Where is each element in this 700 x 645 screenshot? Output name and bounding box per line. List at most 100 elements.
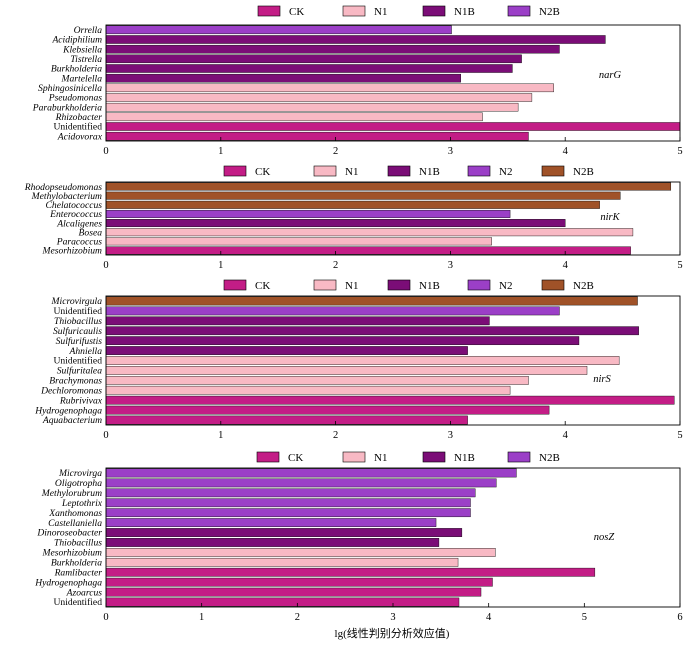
x-tick-label: 0 <box>103 146 108 157</box>
bar <box>105 200 600 209</box>
bar <box>105 336 580 346</box>
bar <box>105 191 621 200</box>
bar <box>105 316 490 326</box>
category-label: Hydrogenophaga <box>34 577 102 588</box>
x-tick-label: 3 <box>390 612 395 623</box>
legend-label-n1: N1 <box>345 166 358 178</box>
legend-label-n1b: N1B <box>454 452 475 464</box>
category-label: Acidiphilium <box>51 35 102 46</box>
legend-swatch-n1b <box>422 5 446 17</box>
category-label: Pseudomonas <box>48 93 103 104</box>
bar <box>105 557 459 567</box>
bar <box>105 102 519 112</box>
category-label: Sphingosinicella <box>38 83 102 94</box>
bar <box>105 209 511 218</box>
gene-label: nirS <box>593 374 611 385</box>
category-label: Acidovorax <box>57 131 103 142</box>
bar <box>105 577 493 587</box>
x-tick-label: 1 <box>199 612 204 623</box>
category-label: Burkholderia <box>51 558 102 569</box>
gene-label: narG <box>599 70 622 81</box>
legend-swatch-n1b <box>422 451 446 463</box>
legend-swatch-n2b <box>541 279 565 291</box>
x-tick-label: 2 <box>333 260 338 271</box>
bar <box>105 508 471 518</box>
x-tick-label: 1 <box>218 260 223 271</box>
category-label: Tistrella <box>70 54 102 65</box>
x-tick-label: 2 <box>333 146 338 157</box>
category-label: Bosea <box>79 227 103 238</box>
bar <box>105 366 588 375</box>
legend-swatch-n1 <box>313 165 337 177</box>
legend-swatch-ck <box>223 165 247 177</box>
x-tick-label: 3 <box>448 260 453 271</box>
category-label: Paracoccus <box>56 237 103 248</box>
category-label: Rhodopseudomonas <box>24 182 103 193</box>
bar <box>105 356 620 365</box>
bar <box>105 567 596 577</box>
x-tick-label: 4 <box>563 146 569 157</box>
legend-swatch-ck <box>256 451 280 463</box>
bar <box>105 478 497 488</box>
x-tick-label: 0 <box>103 260 108 271</box>
panel-nosZ: CK N1 N1B N2B MicrovirgaOligotrophaMethyloru… <box>34 451 683 623</box>
bar <box>105 528 463 537</box>
legend-swatch-n2 <box>467 279 491 291</box>
category-label: Aquabacterium <box>42 415 102 426</box>
category-label: Unidentified <box>54 122 103 133</box>
category-label: Mesorhizobium <box>41 548 102 559</box>
category-label: Thiobacillus <box>54 538 102 549</box>
bar <box>105 468 517 478</box>
legend-swatch-n2b <box>541 165 565 177</box>
bar <box>105 306 560 316</box>
category-label: Rubrivivax <box>59 395 103 406</box>
x-tick-label: 0 <box>103 612 108 623</box>
category-label: Dinoroseobacter <box>36 528 102 539</box>
bar <box>105 538 440 547</box>
plot-frame <box>105 24 681 142</box>
legend-swatch-n1b <box>387 279 411 291</box>
x-tick-label: 4 <box>486 612 492 623</box>
x-tick-label: 0 <box>103 430 108 441</box>
category-label: Hydrogenophaga <box>34 405 102 416</box>
category-label: Burkholderia <box>51 64 102 75</box>
bar <box>105 228 634 237</box>
legend-swatch-n1 <box>342 451 366 463</box>
bar <box>105 35 606 44</box>
category-label: Paraburkholderia <box>32 102 102 113</box>
x-tick-label: 5 <box>677 146 682 157</box>
legend-label-n1b: N1B <box>454 6 475 18</box>
legend-label-n1: N1 <box>345 280 358 292</box>
bar <box>105 219 566 228</box>
bar <box>105 488 476 498</box>
x-tick-label: 3 <box>448 430 453 441</box>
bar <box>105 548 496 557</box>
bar <box>105 326 639 336</box>
bar <box>105 131 529 141</box>
bar <box>105 122 681 131</box>
panel-nirK: CK N1 N1B N2 N2B RhodopseudomonasMethylobacte… <box>24 165 683 271</box>
plot-frame <box>105 295 681 426</box>
category-label: Sulfuritalea <box>57 366 103 377</box>
category-label: Methylobacterium <box>31 191 102 202</box>
bar <box>105 73 461 83</box>
category-label: Sulfuricaulis <box>53 326 102 337</box>
legend-swatch-ck <box>257 5 281 17</box>
panel-narG: CK N1 N1B N2B OrrellaAcidiphiliumKlebsiellaT… <box>32 5 683 157</box>
bar <box>105 346 468 355</box>
category-label: Rhizobacter <box>55 112 103 123</box>
legend-swatch-n2b <box>507 5 531 17</box>
plot-frame <box>105 181 681 256</box>
legend-label-n2: N2 <box>499 280 512 292</box>
x-tick-label: 6 <box>677 612 682 623</box>
x-tick-label: 5 <box>677 260 682 271</box>
legend-label-n1b: N1B <box>419 280 440 292</box>
category-label: Azoarcus <box>66 587 103 598</box>
legend-label-n1b: N1B <box>419 166 440 178</box>
category-label: Brachymonas <box>49 376 102 387</box>
category-label: Methylorubrum <box>41 488 102 499</box>
legend-swatch-ck <box>223 279 247 291</box>
bar <box>105 182 672 191</box>
bar <box>105 54 522 64</box>
category-label: Alcaligenes <box>56 218 102 229</box>
